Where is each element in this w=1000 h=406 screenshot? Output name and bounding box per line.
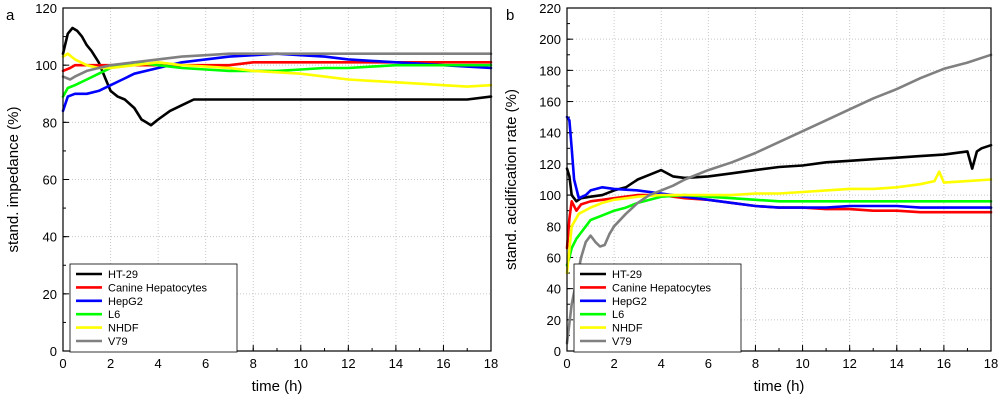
plot-frame	[566, 7, 992, 352]
legend-label: HepG2	[612, 296, 647, 308]
y-axis-label: stand. impedance (%)	[5, 107, 22, 253]
y-tick-label: 200	[539, 32, 561, 47]
y-tick-label: 60	[547, 250, 561, 265]
series-line-nhdf	[61, 52, 493, 88]
series-line-ht-29	[61, 26, 493, 127]
panel-label: a	[6, 7, 15, 24]
y-tick-label: 40	[547, 282, 561, 297]
y-tick-label: 220	[539, 1, 561, 16]
y-tick-label: 180	[539, 63, 561, 78]
y-tick-label: 100	[35, 58, 57, 73]
legend-label: V79	[612, 336, 632, 348]
series-line-l6	[61, 60, 493, 98]
legend-label: Canine Hepatocytes	[108, 282, 208, 294]
x-tick-label: 14	[389, 356, 403, 371]
legend-label: NHDF	[108, 323, 139, 335]
x-axis-label: time (h)	[754, 378, 805, 395]
legend-label: HepG2	[108, 296, 143, 308]
series-line-hepg2	[565, 115, 993, 209]
y-tick-label: 160	[539, 95, 561, 110]
y-tick-label: 120	[539, 157, 561, 172]
x-tick-label: 6	[705, 356, 712, 371]
plot-frame	[62, 7, 492, 352]
x-tick-label: 0	[59, 356, 66, 371]
legend-label: L6	[612, 309, 624, 321]
x-tick-label: 6	[202, 356, 209, 371]
series-line-l6	[565, 193, 993, 267]
x-axis-label: time (h)	[252, 378, 303, 395]
legend-box	[573, 263, 742, 353]
series-line-v79	[61, 52, 493, 81]
y-tick-label: 0	[50, 344, 57, 359]
chart-panel-a: 0 2 4 6 8 10 12 14 16 18 0 20 40 60 80 100 120 time (h) st…	[5, 1, 498, 395]
legend-label: HT-29	[108, 269, 138, 281]
legend-label: L6	[108, 309, 120, 321]
y-tick-label: 20	[547, 313, 561, 328]
series-line-hepg2	[61, 52, 493, 113]
series-line-v79	[565, 53, 993, 345]
y-tick-label: 40	[43, 230, 57, 245]
x-tick-label: 12	[842, 356, 856, 371]
x-tick-label: 8	[752, 356, 759, 371]
x-tick-label: 14	[890, 356, 904, 371]
y-tick-label: 140	[539, 126, 561, 141]
x-tick-label: 18	[484, 356, 498, 371]
legend-box	[69, 263, 238, 353]
y-tick-label: 80	[547, 219, 561, 234]
y-tick-label: 80	[43, 115, 57, 130]
series-line-nhdf	[565, 170, 993, 275]
chart-panel-b: 0 2 4 6 8 10 12 14 16 180204060801001201401601802…	[503, 1, 998, 395]
y-tick-label: 60	[43, 173, 57, 188]
panel-label: b	[506, 7, 514, 24]
y-axis-label: stand. acidification rate (%)	[503, 89, 520, 270]
x-tick-label: 10	[795, 356, 809, 371]
y-tick-label: 120	[35, 1, 57, 16]
legend-label: Canine Hepatocytes	[612, 282, 712, 294]
series-line-canine-hepatocytes	[565, 193, 993, 250]
series-line-ht-29	[565, 143, 993, 203]
legend-label: V79	[108, 336, 128, 348]
x-tick-label: 16	[436, 356, 450, 371]
x-tick-label: 0	[563, 356, 570, 371]
x-tick-label: 4	[658, 356, 665, 371]
y-tick-label: 100	[539, 188, 561, 203]
legend-label: NHDF	[612, 323, 643, 335]
x-tick-label: 2	[107, 356, 114, 371]
legend-label: HT-29	[612, 269, 642, 281]
x-tick-label: 4	[154, 356, 161, 371]
x-tick-label: 12	[341, 356, 355, 371]
y-tick-label: 20	[43, 287, 57, 302]
x-tick-label: 18	[984, 356, 998, 371]
y-tick-label: 0	[554, 344, 561, 359]
x-tick-label: 8	[250, 356, 257, 371]
x-tick-label: 10	[294, 356, 308, 371]
x-tick-label: 16	[937, 356, 951, 371]
x-tick-label: 2	[610, 356, 617, 371]
